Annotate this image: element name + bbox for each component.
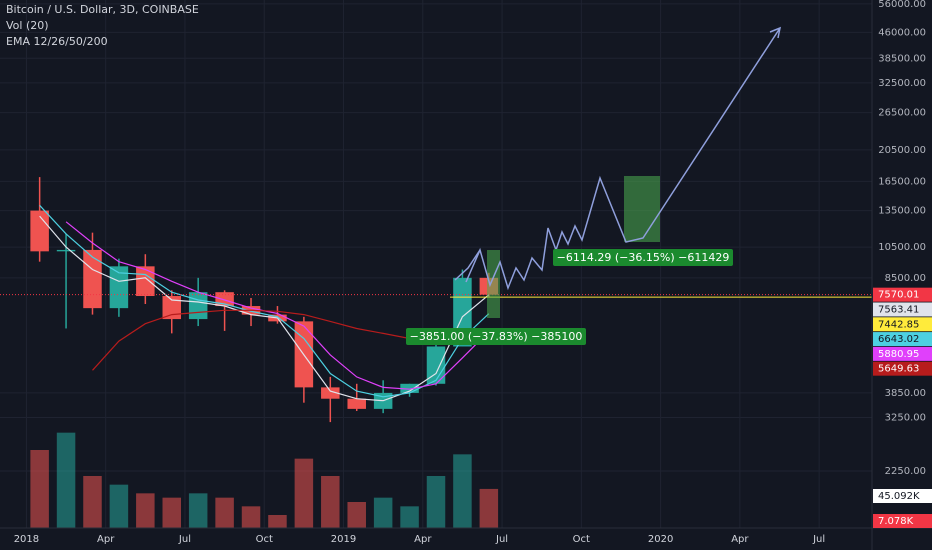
volume-bar [400,506,419,528]
candle-body [321,387,340,399]
y-tick-label: 38500.00 [878,53,926,64]
y-tick-label: 46000.00 [878,27,926,38]
measure-box [487,250,500,318]
x-tick-label: 2018 [14,534,39,545]
annotation-box [553,249,733,266]
volume-bar [294,458,314,528]
price-chip [873,346,932,361]
volume-bar [56,432,76,528]
y-tick-label: 16500.00 [878,176,926,187]
price-chip [873,332,932,347]
price-chip-label: 5649.63 [878,364,919,375]
price-chip-label: 6643.02 [878,334,919,345]
y-tick-label: 13500.00 [878,206,926,217]
y-tick-label: 8500.00 [885,273,926,284]
price-chip [873,317,932,332]
volume-bar [268,515,287,528]
chart-title: Bitcoin / U.S. Dollar, 3D, COINBASE [6,3,199,16]
volume-chip-label: 45.092K [878,491,920,502]
volume-bar [426,476,446,528]
volume-bar [241,506,261,528]
candle-body [109,266,129,309]
indicator-label: EMA 12/26/50/200 [6,35,108,48]
volume-bar [479,488,499,528]
candle-body [162,296,182,320]
annotation: −3851.00 (−37.83%) −385100 [410,330,583,343]
volume-chip-label: 7.078K [878,516,914,527]
price-chip-label: 7442.85 [878,319,919,330]
projection-arrow [465,27,781,291]
price-chip [873,361,932,376]
volume-bar [453,454,472,528]
price-chip [873,287,932,302]
arrow-head [769,26,782,39]
x-tick-label: Oct [573,534,590,545]
volume-chip [873,489,932,503]
plot [0,177,872,528]
x-tick-label: 2020 [648,534,673,545]
measure-box [624,176,660,242]
volume-bar [321,476,340,528]
x-tick-label: 2019 [331,534,356,545]
x-tick-label: Apr [731,534,749,545]
volume-bar [109,484,129,528]
candle-body [215,292,234,307]
y-tick-label: 56000.00 [878,0,926,10]
axes: 56000.00 46000.00 38500.00 32500.00 26500.00… [14,0,932,545]
y-tick-label: 10500.00 [878,242,926,253]
ema-line [39,204,490,398]
candle-body [56,249,76,252]
volume-chip [873,514,932,528]
price-chip-label: 7570.01 [878,290,919,301]
ema-line [65,221,490,390]
candle-body [400,383,419,393]
x-tick-label: Jul [178,534,191,545]
volume-bar [373,497,393,528]
y-tick-label: 20500.00 [878,145,926,156]
y-tick-label: 26500.00 [878,108,926,119]
candle-body [188,292,208,320]
subtitle: Vol (20) [6,19,49,32]
x-tick-label: Apr [414,534,432,545]
price-chip [873,302,932,317]
y-tick-label: 3250.00 [885,413,926,424]
candle-body [426,346,446,384]
y-tick-label: 2250.00 [885,466,926,477]
y-tick-label: 3850.00 [885,388,926,399]
price-chip-label: 7563.41 [878,304,919,315]
volume-bar [83,476,102,528]
volume-bar [188,493,208,528]
volume-bar [30,450,49,528]
x-tick-label: Apr [97,534,115,545]
candle-body [136,266,155,297]
candle-body [347,398,366,409]
x-tick-label: Jul [812,534,825,545]
volume-bar [347,502,366,528]
annotation-box [406,328,586,345]
volume-bar [162,497,182,528]
candle-body [83,249,102,309]
volume-bar [215,497,234,528]
annotation: −6114.29 (−36.15%) −611429 [557,251,730,264]
price-chip-label: 5880.95 [878,349,919,360]
x-tick-label: Oct [256,534,273,545]
x-tick-label: Jul [495,534,508,545]
projection-arrow [454,249,481,281]
y-tick-label: 32500.00 [878,78,926,89]
volume-bar [136,493,155,528]
